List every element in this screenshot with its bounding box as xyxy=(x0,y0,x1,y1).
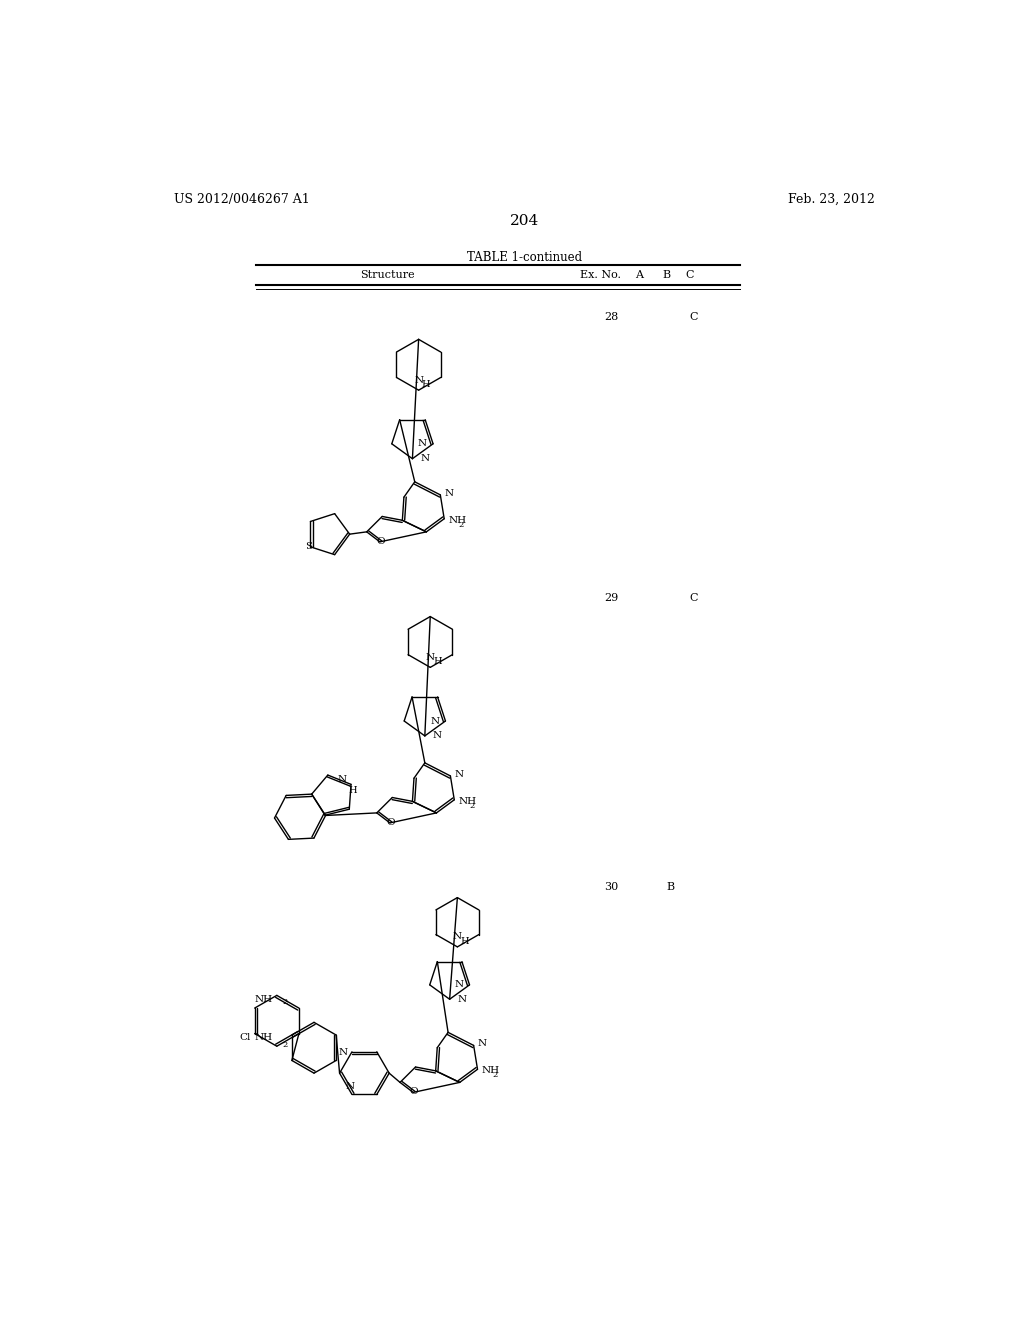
Text: 28: 28 xyxy=(604,313,618,322)
Text: N: N xyxy=(420,454,429,463)
Text: NH: NH xyxy=(255,995,273,1003)
Text: N: N xyxy=(337,775,346,784)
Text: H: H xyxy=(348,785,357,795)
Text: N: N xyxy=(455,981,463,990)
Text: Feb. 23, 2012: Feb. 23, 2012 xyxy=(788,193,876,206)
Text: 2: 2 xyxy=(493,1072,498,1080)
Text: H: H xyxy=(433,657,441,667)
Text: C: C xyxy=(690,313,698,322)
Text: 2: 2 xyxy=(283,998,288,1006)
Text: A: A xyxy=(636,271,643,280)
Text: C: C xyxy=(690,594,698,603)
Text: N: N xyxy=(453,932,462,941)
Text: N: N xyxy=(458,995,467,1003)
Text: 2: 2 xyxy=(283,1040,288,1048)
Text: H: H xyxy=(460,937,469,946)
Text: N: N xyxy=(444,488,454,498)
Text: 29: 29 xyxy=(604,594,618,603)
Text: N: N xyxy=(418,440,427,449)
Text: S: S xyxy=(305,543,312,552)
Text: H: H xyxy=(421,380,430,389)
Text: Structure: Structure xyxy=(360,271,415,280)
Text: Ex. No.: Ex. No. xyxy=(581,271,622,280)
Text: N: N xyxy=(430,717,439,726)
Text: Cl: Cl xyxy=(240,1032,251,1041)
Text: B: B xyxy=(667,882,675,892)
Text: C: C xyxy=(686,271,694,280)
Text: NH: NH xyxy=(458,797,476,805)
Text: NH: NH xyxy=(481,1067,500,1076)
Text: N: N xyxy=(414,376,423,384)
Text: N: N xyxy=(426,653,435,661)
Text: 2: 2 xyxy=(459,521,464,529)
Text: O: O xyxy=(410,1088,418,1096)
Text: N: N xyxy=(432,731,441,741)
Text: TABLE 1-continued: TABLE 1-continued xyxy=(467,251,583,264)
Text: O: O xyxy=(386,818,395,826)
Text: O: O xyxy=(377,537,385,545)
Text: B: B xyxy=(663,271,671,280)
Text: 2: 2 xyxy=(469,803,474,810)
Text: N: N xyxy=(339,1048,347,1056)
Text: NH: NH xyxy=(255,1034,273,1043)
Text: N: N xyxy=(477,1039,486,1048)
Text: 30: 30 xyxy=(604,882,618,892)
Text: 204: 204 xyxy=(510,214,540,228)
Text: NH: NH xyxy=(449,516,466,525)
Text: US 2012/0046267 A1: US 2012/0046267 A1 xyxy=(174,193,310,206)
Text: N: N xyxy=(455,770,464,779)
Text: N: N xyxy=(346,1081,355,1090)
